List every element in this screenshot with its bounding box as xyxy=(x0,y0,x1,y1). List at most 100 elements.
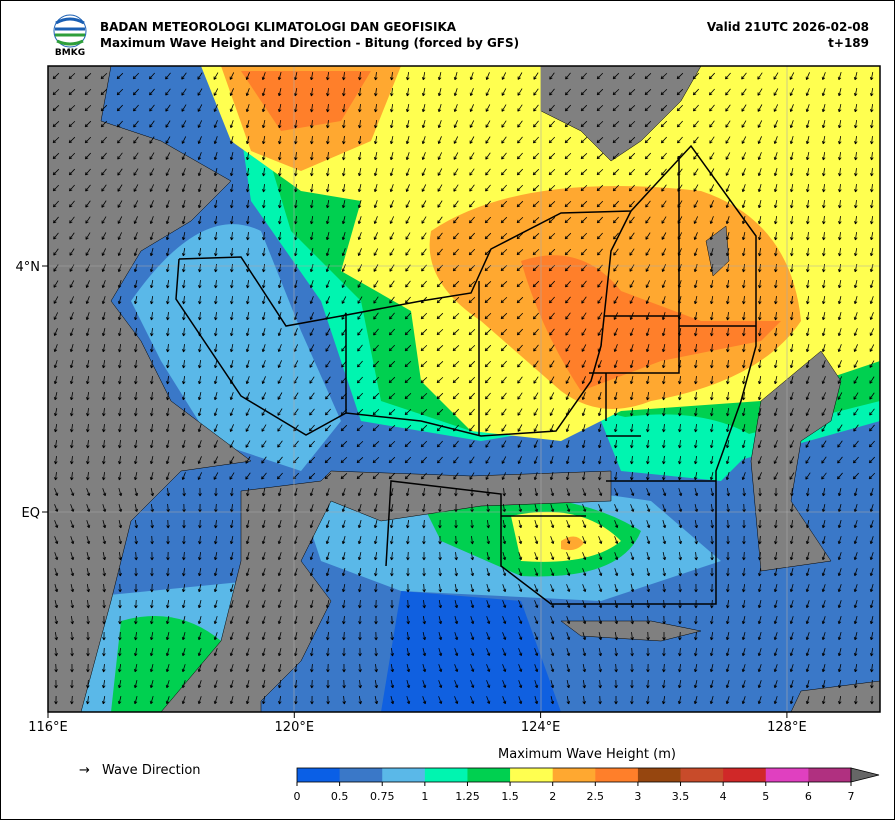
wave-arrow xyxy=(342,119,346,129)
wave-arrow xyxy=(85,232,91,240)
wave-arrow xyxy=(501,104,507,112)
wave-arrow xyxy=(406,680,411,689)
wave-arrow xyxy=(628,72,636,80)
wave-arrow xyxy=(166,519,170,529)
wave-arrow xyxy=(709,472,714,481)
wave-arrow xyxy=(436,392,444,400)
wave-arrow xyxy=(422,696,427,705)
wave-arrow xyxy=(390,680,395,689)
wave-arrow xyxy=(277,536,282,545)
wave-arrow xyxy=(101,359,106,369)
wave-arrow xyxy=(710,488,715,497)
wave-arrow xyxy=(773,215,778,225)
wave-arrow xyxy=(757,664,762,673)
wave-arrow xyxy=(101,184,107,192)
wave-arrow xyxy=(69,280,75,288)
wave-arrow xyxy=(213,152,218,161)
wave-arrow xyxy=(677,679,682,689)
wave-arrow xyxy=(117,312,122,321)
wave-arrow xyxy=(534,664,539,673)
wave-arrow xyxy=(229,72,235,80)
field-zone xyxy=(241,71,371,131)
wave-arrow xyxy=(468,344,476,352)
wave-arrow xyxy=(661,200,667,208)
wave-arrow xyxy=(261,392,267,400)
wave-arrow xyxy=(549,104,555,112)
wave-arrow xyxy=(837,360,842,369)
wave-arrow xyxy=(357,520,362,529)
wave-arrow xyxy=(309,360,315,368)
wave-arrow xyxy=(710,615,714,625)
wave-arrow xyxy=(758,295,762,305)
wave-arrow xyxy=(500,200,508,208)
wave-arrow xyxy=(422,599,426,609)
wave-arrow xyxy=(341,296,347,304)
wave-arrow xyxy=(613,248,619,256)
wave-arrow xyxy=(805,520,810,529)
wave-arrow xyxy=(389,248,395,256)
wave-arrow xyxy=(421,168,426,176)
wave-arrow xyxy=(406,567,410,577)
wave-arrow xyxy=(181,263,186,273)
wave-arrow xyxy=(437,472,443,480)
colorbar-tick-label: 3.5 xyxy=(672,790,690,803)
wave-arrow xyxy=(213,584,218,593)
wave-arrow xyxy=(150,599,154,609)
wave-arrow xyxy=(53,328,58,337)
wave-arrow xyxy=(102,647,106,657)
wave-arrow xyxy=(709,184,715,192)
wave-arrow xyxy=(165,616,170,625)
wave-arrow xyxy=(86,552,91,561)
wave-arrow xyxy=(453,152,459,160)
wave-arrow xyxy=(548,200,556,208)
wave-arrow xyxy=(852,472,860,480)
wave-arrow xyxy=(501,152,507,160)
wave-arrow xyxy=(485,168,491,176)
wave-arrow xyxy=(358,695,363,705)
wave-arrow xyxy=(868,472,876,480)
wave-arrow xyxy=(581,296,587,304)
wave-arrow xyxy=(486,648,491,657)
wave-arrow xyxy=(86,488,91,497)
wave-arrow xyxy=(422,519,426,529)
wave-arrow xyxy=(694,391,698,401)
wave-arrow xyxy=(630,536,635,545)
wave-arrow xyxy=(405,136,410,145)
wave-arrow xyxy=(757,456,762,465)
wave-arrow xyxy=(582,648,587,657)
wave-arrow xyxy=(646,504,651,513)
wave-arrow xyxy=(102,615,106,625)
wave-arrow xyxy=(869,408,875,416)
wave-arrow xyxy=(213,360,218,369)
wave-arrow xyxy=(773,472,779,480)
wave-arrow xyxy=(229,327,234,337)
wave-arrow xyxy=(213,72,219,80)
wave-arrow xyxy=(469,440,475,448)
wave-arrow xyxy=(837,280,842,289)
wave-arrow xyxy=(533,120,539,128)
lon-label: 124°E xyxy=(521,720,561,735)
wave-arrow xyxy=(501,88,507,96)
wave-arrow xyxy=(373,551,378,561)
wave-arrow xyxy=(118,615,122,625)
wave-arrow xyxy=(758,279,762,289)
wave-arrow xyxy=(277,119,282,129)
wave-arrow xyxy=(229,136,234,145)
wave-arrow xyxy=(484,312,492,320)
wave-arrow xyxy=(277,440,283,448)
wave-arrow xyxy=(742,551,746,561)
wave-arrow xyxy=(134,343,138,353)
wave-arrow xyxy=(676,120,683,128)
wave-arrow xyxy=(582,679,587,689)
wave-arrow xyxy=(517,440,523,448)
wave-arrow xyxy=(516,312,524,320)
wave-arrow xyxy=(596,200,604,208)
wave-arrow xyxy=(758,535,762,545)
wave-arrow xyxy=(182,551,186,561)
wave-arrow xyxy=(789,696,794,705)
wave-arrow xyxy=(805,311,810,321)
wave-arrow xyxy=(389,152,394,161)
wave-arrow xyxy=(358,87,362,97)
wave-arrow xyxy=(645,232,651,240)
wave-arrow xyxy=(614,616,619,625)
